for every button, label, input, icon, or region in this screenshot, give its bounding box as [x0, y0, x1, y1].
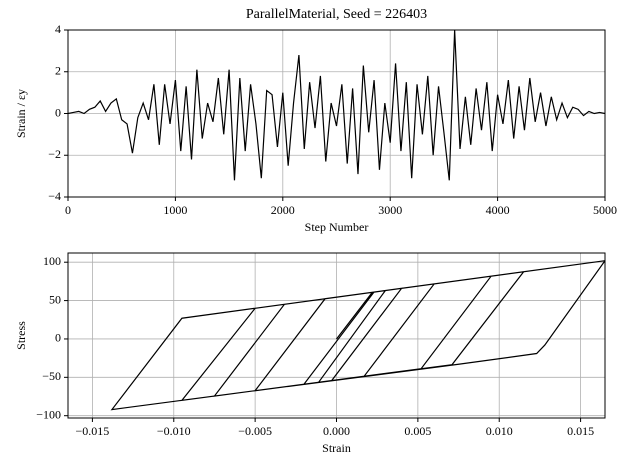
x-tick-label: 2000 — [271, 203, 295, 217]
x-tick-label: 4000 — [486, 203, 510, 217]
x-tick-label: 3000 — [378, 203, 402, 217]
x-tick-label: 0.015 — [567, 424, 594, 438]
x-tick-label: 0.005 — [404, 424, 431, 438]
y-axis-label: Strain / εy — [14, 89, 28, 138]
axes-frame — [67, 29, 606, 198]
y-tick-label: −2 — [48, 147, 61, 161]
y-tick-label: 50 — [49, 292, 61, 306]
x-axis-label: Step Number — [305, 220, 369, 234]
y-tick-label: −100 — [36, 407, 61, 421]
x-tick-label: −0.015 — [76, 424, 110, 438]
x-tick-label: −0.010 — [157, 424, 191, 438]
y-axis-label: Stress — [14, 321, 28, 350]
data-line — [68, 30, 605, 181]
y-tick-label: 0 — [55, 331, 61, 345]
data-line — [110, 260, 605, 411]
y-tick-label: 4 — [55, 22, 61, 36]
y-tick-label: −50 — [42, 369, 61, 383]
x-tick-label: 0 — [65, 203, 71, 217]
y-tick-label: 2 — [55, 64, 61, 78]
y-tick-label: −4 — [48, 189, 61, 203]
x-tick-label: 1000 — [163, 203, 187, 217]
x-axis-label: Strain — [322, 441, 351, 455]
x-tick-label: 0.010 — [486, 424, 513, 438]
y-tick-label: 100 — [43, 254, 61, 268]
chart-title: ParallelMaterial, Seed = 226403 — [246, 7, 427, 22]
axes-frame — [67, 252, 606, 419]
x-tick-label: 0.000 — [323, 424, 350, 438]
y-tick-label: 0 — [55, 105, 61, 119]
x-tick-label: −0.005 — [238, 424, 272, 438]
x-tick-label: 5000 — [593, 203, 617, 217]
